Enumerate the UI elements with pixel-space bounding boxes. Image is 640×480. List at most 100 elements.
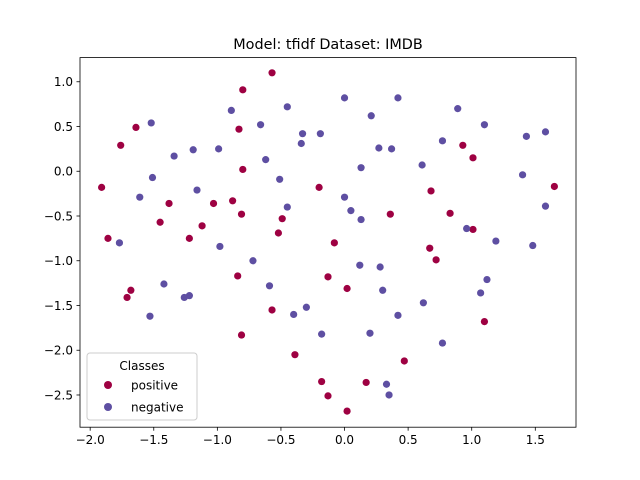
data-point-negative-10	[262, 156, 270, 164]
data-point-positive-11	[237, 210, 246, 218]
data-point-positive-41	[343, 407, 351, 415]
data-point-negative-21	[418, 161, 426, 169]
data-point-negative-15	[480, 121, 489, 129]
data-point-positive-7	[315, 183, 323, 191]
x-tick-label: −2.0	[76, 433, 105, 447]
x-tick-label: 1.5	[526, 433, 545, 447]
data-point-negative-18	[541, 128, 550, 136]
x-tick-label: 0.5	[399, 433, 418, 447]
data-point-positive-0	[268, 69, 276, 77]
data-point-positive-37	[400, 357, 408, 365]
data-point-negative-31	[518, 171, 527, 179]
data-point-positive-35	[237, 331, 246, 339]
x-axis: −2.0 −1.5 −1.0 −0.5 0.0 0.5 1.0 1.5	[76, 427, 545, 447]
y-tick-label: 0.5	[54, 120, 73, 134]
x-tick-label: −1.0	[203, 433, 232, 447]
y-tick-label: −2.5	[44, 388, 73, 402]
data-point-negative-17	[522, 132, 531, 140]
data-point-negative-11	[340, 94, 349, 102]
data-point-positive-27	[432, 256, 440, 264]
data-point-negative-8	[215, 145, 223, 153]
data-point-negative-45	[379, 286, 387, 294]
data-point-positive-21	[459, 141, 467, 149]
data-point-positive-10	[229, 197, 237, 205]
data-point-negative-6	[297, 139, 305, 148]
data-point-positive-18	[330, 239, 338, 247]
y-tick-label: 0.0	[54, 165, 73, 179]
data-point-positive-4	[117, 141, 125, 149]
data-point-negative-44	[265, 282, 274, 290]
data-point-negative-13	[367, 112, 375, 120]
y-tick-label: −1.5	[44, 299, 73, 313]
data-point-negative-7	[189, 146, 197, 154]
data-point-positive-38	[318, 377, 326, 386]
data-point-positive-3	[235, 125, 243, 133]
data-point-negative-24	[276, 175, 284, 183]
data-point-positive-40	[324, 392, 332, 400]
x-tick-label: −0.5	[266, 433, 295, 447]
data-point-positive-5	[98, 183, 106, 191]
data-point-positive-17	[185, 234, 193, 242]
data-point-negative-14	[454, 105, 462, 113]
data-point-negative-26	[136, 193, 144, 201]
plot-frame	[79, 57, 577, 428]
data-point-positive-39	[362, 378, 370, 387]
y-tick-label: 1.0	[54, 75, 73, 89]
data-point-positive-2	[132, 123, 140, 131]
y-tick-label: −1.0	[44, 254, 73, 268]
legend: Classes positive negative	[86, 352, 198, 421]
legend-label-positive: positive	[131, 379, 178, 393]
points-layer	[98, 69, 558, 415]
data-point-negative-43	[160, 280, 168, 288]
x-tick-label: 1.0	[462, 433, 481, 447]
data-point-negative-50	[146, 312, 154, 320]
data-point-positive-16	[104, 234, 112, 242]
data-point-positive-31	[123, 293, 131, 302]
data-point-negative-48	[419, 299, 427, 307]
data-point-positive-8	[165, 199, 173, 208]
data-point-negative-20	[387, 145, 396, 153]
x-tick-label: 0.0	[335, 433, 354, 447]
data-point-negative-27	[283, 203, 291, 211]
legend-box	[86, 352, 198, 421]
chart-title: Model: tfidf Dataset: IMDB	[233, 37, 423, 53]
legend-marker-positive	[104, 381, 112, 389]
data-point-negative-38	[249, 257, 257, 265]
data-point-negative-9	[170, 152, 178, 160]
data-point-negative-2	[256, 121, 265, 129]
data-point-positive-24	[446, 209, 454, 217]
data-point-positive-20	[427, 187, 435, 195]
y-tick-label: −2.0	[44, 344, 73, 358]
data-point-negative-29	[347, 207, 355, 215]
data-point-negative-28	[340, 193, 349, 201]
legend-marker-negative	[104, 403, 112, 411]
data-point-positive-22	[469, 154, 477, 162]
data-point-positive-29	[324, 273, 332, 281]
data-point-positive-36	[291, 351, 299, 359]
data-point-negative-37	[216, 242, 224, 251]
data-point-negative-12	[394, 94, 402, 102]
data-point-negative-55	[438, 339, 447, 347]
data-point-positive-30	[127, 286, 135, 294]
data-point-negative-1	[227, 106, 235, 114]
data-point-negative-57	[385, 391, 393, 399]
x-tick-label: −1.5	[139, 433, 168, 447]
data-point-negative-47	[180, 293, 188, 302]
data-point-positive-32	[343, 284, 351, 293]
data-point-negative-22	[357, 164, 365, 172]
data-point-positive-34	[480, 318, 489, 326]
data-point-negative-53	[318, 330, 326, 338]
data-point-negative-54	[366, 329, 374, 337]
data-point-positive-12	[278, 215, 286, 223]
data-point-negative-32	[541, 202, 550, 210]
data-point-negative-34	[492, 237, 500, 245]
data-point-positive-1	[239, 86, 247, 94]
data-point-negative-42	[477, 289, 485, 297]
data-point-negative-25	[193, 186, 201, 194]
data-point-positive-15	[274, 229, 282, 237]
data-point-negative-0	[283, 103, 291, 111]
data-point-negative-51	[290, 310, 298, 319]
legend-title: Classes	[119, 359, 164, 373]
data-point-negative-36	[115, 239, 124, 247]
data-point-positive-25	[469, 225, 477, 234]
